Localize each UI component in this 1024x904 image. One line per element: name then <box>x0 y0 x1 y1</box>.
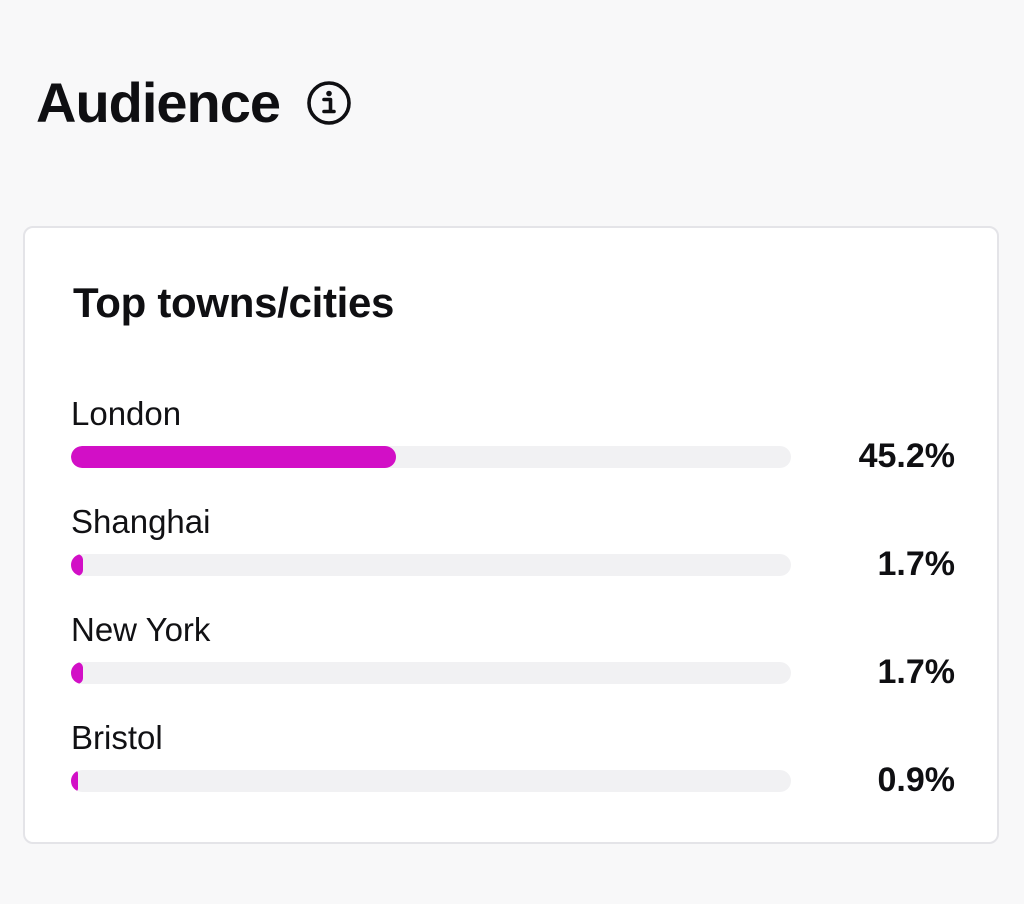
audience-header: Audience <box>36 70 352 136</box>
city-row-shanghai: Shanghai 1.7% <box>71 502 955 602</box>
page-title: Audience <box>36 71 281 134</box>
info-circle-icon[interactable] <box>306 80 352 126</box>
city-name: Shanghai <box>71 503 211 540</box>
bar-fill <box>71 554 84 576</box>
city-percent: 1.7% <box>877 653 956 691</box>
bar-fill <box>71 770 78 792</box>
bar-track <box>71 770 791 792</box>
city-percent: 45.2% <box>858 437 955 475</box>
city-row-new-york: New York 1.7% <box>71 610 955 710</box>
top-cities-card: Top towns/cities London 45.2% Shanghai 1… <box>23 226 999 844</box>
city-name: New York <box>71 611 211 648</box>
card-title: Top towns/cities <box>73 279 395 326</box>
bar-track <box>71 662 791 684</box>
bar-track <box>71 554 791 576</box>
city-row-london: London 45.2% <box>71 394 955 494</box>
city-percent: 0.9% <box>877 761 956 799</box>
bar-track <box>71 446 791 468</box>
bar-fill <box>71 662 84 684</box>
city-name: Bristol <box>71 719 163 756</box>
bar-fill <box>71 446 397 468</box>
city-percent: 1.7% <box>877 545 956 583</box>
city-name: London <box>71 395 182 432</box>
city-row-bristol: Bristol 0.9% <box>71 718 955 818</box>
